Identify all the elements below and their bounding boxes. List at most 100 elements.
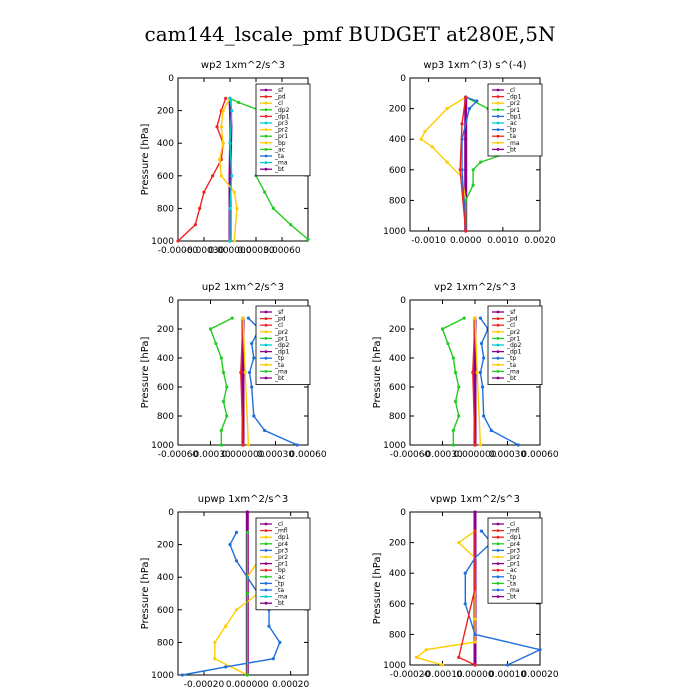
x-tick-label: 0.00060 [289, 450, 326, 460]
legend-marker [264, 370, 268, 373]
legend-entry: _pr3 [506, 547, 520, 554]
data-point [245, 591, 249, 596]
data-point [263, 428, 267, 433]
data-point [263, 190, 267, 194]
data-point [464, 198, 468, 202]
legend-marker [264, 601, 268, 605]
data-point [224, 96, 228, 100]
x-tick-label: 0.00030 [489, 450, 526, 460]
legend-entry: _dp1 [274, 113, 290, 120]
data-point [457, 655, 461, 659]
data-point [221, 399, 226, 404]
y-tick-label: 600 [157, 172, 174, 182]
data-point [180, 673, 184, 677]
data-point [473, 443, 477, 447]
data-point [241, 316, 245, 320]
data-point [475, 370, 479, 375]
chart-panel-2: wp3 1xm^(3) s^(-4) 0 200 400 600 800 1000 -0.00… [383, 60, 556, 246]
y-tick-label: 800 [389, 412, 406, 422]
legend-entry: _sf [274, 309, 284, 316]
chart-title: up2 1xm^2/s^3 [202, 282, 284, 293]
data-point [473, 617, 477, 621]
legend-marker [264, 549, 268, 552]
y-tick-label: 1000 [383, 661, 406, 671]
legend-marker [264, 350, 268, 353]
x-tick-label: -0.0010 [411, 236, 446, 246]
legend-entry: _bt [274, 600, 285, 607]
data-point [246, 316, 251, 320]
data-point [467, 107, 472, 111]
legend-entry: _pr2 [506, 554, 520, 561]
data-point [440, 327, 445, 331]
data-point [473, 640, 477, 644]
data-point [463, 602, 467, 606]
data-point [225, 414, 229, 418]
data-point [224, 665, 228, 669]
legend-entry: _ac [506, 120, 517, 127]
y-tick-label: 600 [389, 166, 406, 176]
data-point [478, 316, 483, 320]
x-tick-label: -0.00060 [390, 450, 431, 460]
data-point [246, 443, 251, 447]
data-point [219, 428, 223, 433]
legend-marker [264, 555, 268, 559]
data-point [473, 663, 477, 667]
data-point [479, 529, 484, 533]
legend-marker [496, 88, 500, 92]
legend-marker [496, 148, 500, 151]
data-point [208, 327, 213, 331]
legend-entry: _pr1 [506, 335, 520, 342]
data-point [228, 206, 232, 210]
legend-marker [264, 101, 268, 105]
data-point [232, 239, 236, 243]
data-point [239, 370, 243, 375]
legend-marker [496, 376, 500, 380]
legend-marker [496, 330, 500, 334]
y-tick-label: 0 [168, 296, 174, 306]
data-point [473, 316, 477, 320]
data-point [214, 341, 218, 346]
y-tick-label: 800 [157, 638, 174, 648]
data-point [228, 96, 232, 100]
data-point [423, 129, 427, 134]
data-point [230, 109, 234, 113]
legend-entry: _bt [506, 146, 517, 153]
data-point [234, 608, 239, 612]
data-point [252, 414, 256, 418]
data-point [219, 356, 223, 360]
x-tick-label: 0.000000 [226, 680, 269, 690]
legend-entry: _dp2 [506, 342, 522, 349]
data-point [453, 370, 458, 375]
legend-entry: _pr2 [274, 329, 288, 336]
legend-marker [264, 148, 268, 151]
legend-entry: _pr1 [274, 335, 288, 342]
y-axis-label: Pressure [hPa] [140, 558, 151, 630]
chart-title: upwp 1xm^2/s^3 [198, 494, 288, 505]
legend-entry: _ma [274, 368, 288, 375]
legend-marker [264, 337, 268, 340]
data-point [224, 624, 228, 628]
data-point [247, 370, 252, 375]
data-point [211, 174, 215, 178]
legend-marker [264, 588, 268, 592]
chart-panel-3: up2 1xm^2/s^3 Pressure [hPa] 0 200 400 600 800… [140, 282, 327, 460]
y-tick-label: 0 [400, 508, 406, 518]
x-tick-label: 0.00030 [237, 246, 274, 256]
data-point [478, 443, 483, 447]
data-point [295, 443, 299, 447]
series-line-tp [461, 96, 479, 232]
data-point [419, 137, 423, 141]
data-point [228, 141, 232, 145]
chart-panel-1: wp2 1xm^2/s^3 Pressure [hPa] 0 200 400 600 800… [140, 60, 311, 256]
data-point [252, 356, 256, 360]
x-tick-label: -0.00060 [158, 246, 199, 256]
legend-entry: _dp1 [506, 534, 522, 541]
data-point [271, 206, 275, 210]
data-point [213, 640, 217, 645]
legend-marker [264, 529, 268, 532]
chart-title: wp3 1xm^(3) s^(-4) [423, 60, 526, 71]
x-tick-label: -0.00020 [390, 670, 431, 680]
legend-entry: _sf [506, 309, 516, 316]
data-point [463, 571, 467, 575]
legend-entry: _ma [506, 368, 520, 375]
